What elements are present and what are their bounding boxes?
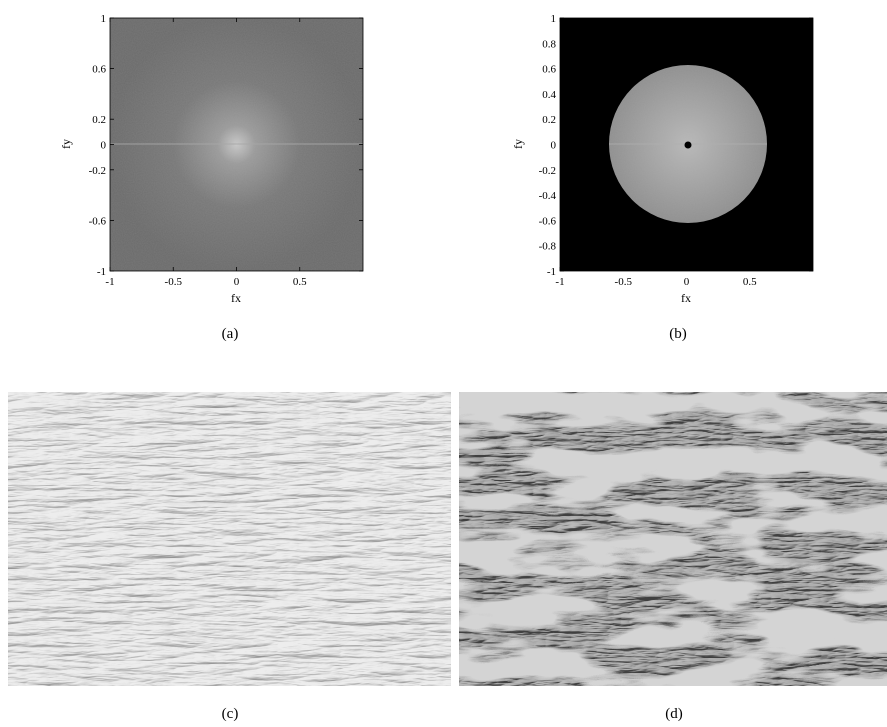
- y-tick-label: 0.2: [92, 114, 106, 126]
- caption-c: (c): [221, 706, 239, 722]
- y-tick-label: -0.6: [539, 215, 557, 227]
- y-tick-label: -1: [97, 266, 106, 278]
- y-tick-label: 0: [551, 140, 557, 152]
- y-tick-label: 0.6: [92, 64, 106, 76]
- y-tick-label: -0.6: [89, 215, 107, 227]
- y-axis-label: fy: [511, 139, 525, 149]
- x-tick-label: -1: [555, 276, 564, 288]
- y-tick-label: 0.8: [542, 38, 556, 50]
- filtered-texture-c: [8, 392, 451, 686]
- caption-b: (b): [669, 326, 687, 342]
- caption-a: (a): [221, 326, 239, 342]
- x-axis-label: fx: [231, 291, 241, 305]
- x-tick-label: 0.5: [743, 276, 757, 288]
- segmented-texture-d: [459, 392, 887, 686]
- y-tick-label: -0.8: [539, 241, 557, 253]
- mask-plot-b: -1 -0.5 0 0.5 1 0.8 0.6 0.4 0.2 0 -0.2 -0.4 -0.6 -0.8…: [511, 13, 814, 305]
- x-tick-label: -1: [105, 276, 114, 288]
- y-tick-label: -0.2: [539, 165, 556, 177]
- x-tick-label: 0: [684, 276, 690, 288]
- x-axis-label: fx: [681, 291, 691, 305]
- x-tick-label: 0: [234, 276, 240, 288]
- y-tick-label: 0.2: [542, 114, 556, 126]
- y-axis-label: fy: [59, 139, 73, 149]
- y-tick-label: 0: [101, 140, 107, 152]
- texture-image: [459, 392, 887, 686]
- y-tick-label: 1: [551, 13, 557, 25]
- y-tick-label: 0.4: [542, 89, 556, 101]
- y-tick-label: -0.2: [89, 165, 106, 177]
- y-tick-label: 0.6: [542, 64, 556, 76]
- x-tick-label: 0.5: [293, 276, 307, 288]
- dc-notch-dot: [684, 141, 692, 149]
- y-tick-label: 1: [101, 13, 107, 25]
- caption-d: (d): [665, 706, 683, 722]
- texture-image: [8, 392, 451, 686]
- y-tick-label: -0.4: [539, 190, 557, 202]
- spectrum-plot-a: -1 -0.5 0 0.5 1 0.6 0.2 0 -0.2 -0.6 -1 fx fy: [59, 13, 364, 305]
- x-tick-label: -0.5: [165, 276, 183, 288]
- y-tick-label: -1: [547, 266, 556, 278]
- x-tick-label: -0.5: [615, 276, 633, 288]
